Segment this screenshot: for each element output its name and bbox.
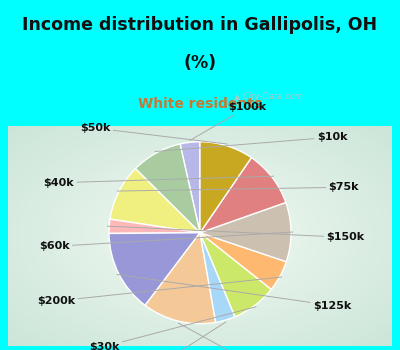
Wedge shape bbox=[200, 233, 286, 289]
Text: $50k: $50k bbox=[80, 123, 228, 144]
Wedge shape bbox=[200, 158, 286, 233]
Wedge shape bbox=[109, 219, 200, 233]
Text: $200k: $200k bbox=[37, 277, 282, 306]
Wedge shape bbox=[145, 233, 216, 324]
Wedge shape bbox=[109, 233, 200, 305]
Text: (%): (%) bbox=[184, 54, 216, 72]
Wedge shape bbox=[200, 233, 235, 322]
Wedge shape bbox=[200, 142, 251, 233]
Wedge shape bbox=[200, 202, 291, 262]
Wedge shape bbox=[110, 169, 200, 233]
Text: $125k: $125k bbox=[117, 274, 351, 310]
Text: $10k: $10k bbox=[155, 132, 347, 152]
Wedge shape bbox=[200, 233, 271, 317]
Text: $20k: $20k bbox=[178, 323, 270, 350]
Text: $150k: $150k bbox=[108, 226, 365, 242]
Text: $30k: $30k bbox=[89, 307, 256, 350]
Text: > $200k: > $200k bbox=[138, 322, 226, 350]
Text: $60k: $60k bbox=[39, 232, 293, 251]
Text: $40k: $40k bbox=[44, 176, 274, 188]
Text: Income distribution in Gallipolis, OH: Income distribution in Gallipolis, OH bbox=[22, 15, 378, 34]
Text: ▲ City-Data.com: ▲ City-Data.com bbox=[234, 92, 303, 101]
Text: $75k: $75k bbox=[117, 182, 359, 192]
Text: White residents: White residents bbox=[138, 97, 262, 111]
Text: $100k: $100k bbox=[190, 102, 266, 140]
Wedge shape bbox=[135, 144, 200, 233]
Wedge shape bbox=[180, 142, 200, 233]
